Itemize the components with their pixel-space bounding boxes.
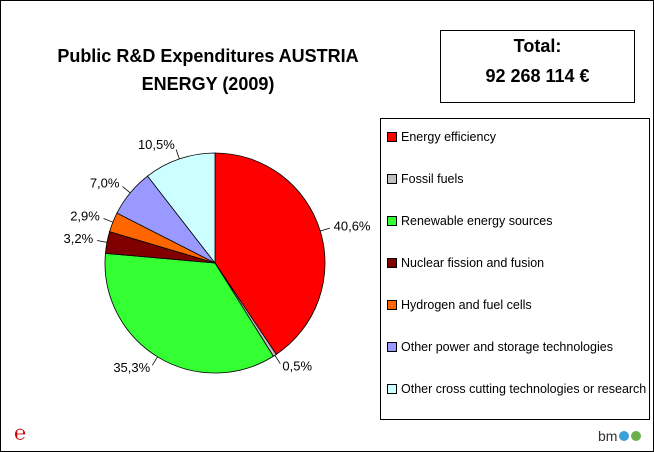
logo-right: bm	[598, 428, 618, 444]
leader-line	[320, 227, 330, 232]
legend-swatch	[387, 300, 397, 310]
legend-item: Fossil fuels	[387, 171, 647, 187]
legend-swatch	[387, 132, 397, 142]
legend-box	[380, 118, 650, 420]
total: Total: 92 268 114 €	[441, 31, 634, 91]
leader-line	[122, 186, 131, 194]
total-value: 92 268 114 €	[485, 66, 590, 86]
legend-item: Nuclear fission and fusion	[387, 255, 647, 271]
data-label: 2,9%	[70, 208, 100, 223]
legend-swatch	[387, 174, 397, 184]
legend-swatch	[387, 384, 397, 394]
logo-icon	[631, 431, 641, 441]
data-label: 7,0%	[90, 175, 120, 190]
total-box	[440, 30, 635, 103]
leader-line	[175, 149, 180, 160]
data-label: 40,6%	[334, 218, 371, 233]
leader-line	[274, 355, 281, 364]
legend-item: Renewable energy sources	[387, 213, 647, 229]
legend-label: Nuclear fission and fusion	[401, 256, 545, 270]
legend: Energy efficiency Fossil fuels Renewable e…	[381, 119, 649, 419]
chart-title: Public R&D Expenditures AUSTRIA ENERGY (…	[57, 46, 359, 94]
leader-line	[151, 356, 158, 366]
legend-swatch	[387, 258, 397, 268]
data-label: 0,5%	[282, 359, 312, 374]
data-label: 35,3%	[113, 360, 150, 375]
logo-left: ℮	[14, 422, 26, 444]
legend-item: Other power and storage technologies	[387, 339, 647, 355]
legend-item: Hydrogen and fuel cells	[387, 297, 647, 313]
legend-swatch	[387, 342, 397, 352]
leader-line	[97, 240, 108, 243]
legend-item: Other cross cutting technologies or rese…	[387, 381, 647, 397]
legend-swatch	[387, 216, 397, 226]
legend-label: Hydrogen and fuel cells	[401, 298, 532, 312]
legend-label: Energy efficiency	[401, 130, 496, 144]
pie-slice	[147, 152, 216, 265]
data-label: 10,5%	[138, 137, 175, 152]
legend-label: Other power and storage technologies	[401, 340, 613, 354]
logo-icon	[619, 431, 629, 441]
leader-line	[103, 218, 114, 223]
total-label: Total:	[513, 36, 562, 56]
legend-label: Fossil fuels	[401, 172, 464, 186]
data-label: 3,2%	[64, 231, 94, 246]
legend-label: Other cross cutting technologies or rese…	[401, 382, 647, 396]
legend-item: Energy efficiency	[387, 129, 647, 145]
legend-label: Renewable energy sources	[401, 214, 553, 228]
pie-slice	[214, 152, 326, 355]
